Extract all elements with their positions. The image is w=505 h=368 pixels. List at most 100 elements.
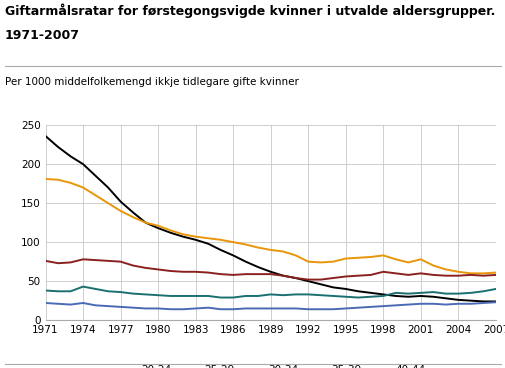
35-39 [442,291,448,296]
25-29 [454,270,461,274]
30-34 [479,273,485,278]
20-24 [55,145,61,149]
35-39 [405,291,411,296]
20-24 [130,210,136,215]
25-29 [42,177,48,181]
40-44 [292,306,298,311]
30-34 [192,270,198,274]
40-44 [180,307,186,311]
30-34 [379,270,385,274]
30-34 [342,274,348,279]
40-44 [317,307,323,311]
30-34 [417,271,423,276]
20-24 [429,294,435,299]
35-39 [429,290,435,294]
40-44 [255,306,261,311]
30-34 [367,273,373,277]
35-39 [367,294,373,299]
40-44 [267,306,273,311]
35-39 [479,289,485,294]
35-39 [342,294,348,299]
20-24 [367,291,373,295]
25-29 [479,271,485,276]
25-29 [417,257,423,262]
35-39 [117,290,123,294]
25-29 [292,253,298,258]
20-24 [167,231,173,235]
30-34 [492,273,498,277]
35-39 [55,289,61,294]
25-29 [217,238,223,242]
35-39 [267,292,273,297]
25-29 [230,240,236,244]
25-29 [142,220,148,225]
25-29 [180,232,186,237]
40-44 [405,302,411,307]
30-34 [467,273,473,277]
40-44 [55,301,61,306]
35-39 [80,284,86,289]
25-29 [192,234,198,239]
35-39 [330,294,336,298]
35-39 [292,292,298,297]
30-34 [280,273,286,278]
20-24 [267,270,273,274]
30-34 [130,263,136,268]
30-34 [392,271,398,276]
20-24 [467,298,473,303]
35-39 [417,291,423,295]
35-39 [467,291,473,295]
40-44 [117,305,123,309]
20-24 [180,234,186,239]
30-34 [217,272,223,276]
40-44 [492,300,498,304]
40-44 [392,303,398,308]
35-39 [205,294,211,298]
Text: Giftarmålsratar for førstegongsvigde kvinner i utvalde aldersgrupper.: Giftarmålsratar for førstegongsvigde kvi… [5,4,494,18]
Legend: 20-24, 25-29, 30-34, 35-39, 40-44: 20-24, 25-29, 30-34, 35-39, 40-44 [112,361,429,368]
20-24 [192,238,198,242]
25-29 [242,242,248,247]
30-34 [330,276,336,280]
30-34 [167,269,173,273]
30-34 [454,273,461,278]
40-44 [230,307,236,311]
25-29 [467,271,473,276]
25-29 [205,236,211,240]
40-44 [167,307,173,311]
40-44 [92,303,98,308]
40-44 [330,307,336,311]
25-29 [355,255,361,260]
40-44 [417,301,423,306]
40-44 [105,304,111,308]
35-39 [105,289,111,294]
30-34 [317,277,323,282]
30-34 [267,272,273,276]
20-24 [205,241,211,246]
25-29 [80,185,86,190]
30-34 [55,261,61,265]
20-24 [280,273,286,278]
20-24 [492,299,498,304]
20-24 [292,276,298,280]
40-44 [367,305,373,309]
25-29 [330,259,336,264]
35-39 [492,287,498,291]
35-39 [355,296,361,300]
20-24 [379,292,385,297]
35-39 [180,294,186,298]
20-24 [155,226,161,230]
30-34 [355,273,361,278]
25-29 [280,249,286,254]
40-44 [155,306,161,311]
40-44 [217,307,223,311]
40-44 [242,306,248,311]
25-29 [155,223,161,228]
35-39 [167,294,173,298]
Text: Per 1000 middelfolkemengd ikkje tidlegare gifte kvinner: Per 1000 middelfolkemengd ikkje tidlegar… [5,77,298,87]
25-29 [317,260,323,265]
20-24 [454,298,461,302]
40-44 [67,302,73,307]
25-29 [67,181,73,185]
40-44 [355,305,361,310]
